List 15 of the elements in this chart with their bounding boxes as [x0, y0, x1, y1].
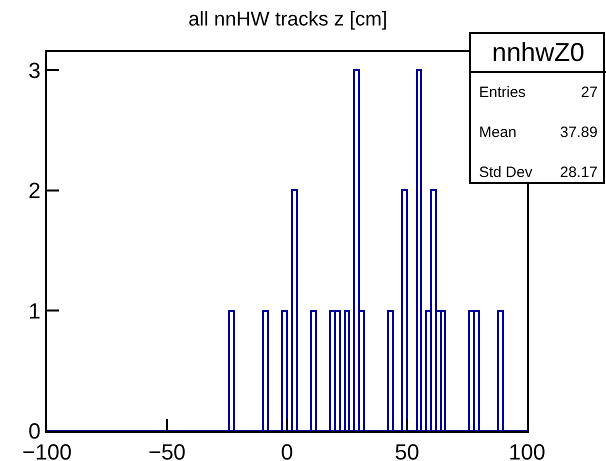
- y-tick-label: 2: [28, 178, 41, 204]
- annotation: nnhwZ0: [492, 37, 584, 67]
- text: 37.89: [560, 124, 598, 141]
- x-tick-label: 100: [508, 439, 546, 461]
- y-tick-label: 3: [28, 58, 41, 83]
- annotation: Std Dev: [479, 164, 533, 181]
- x-tick-label: 50: [394, 439, 420, 461]
- chart-title: all nnHW tracks z [cm]: [188, 8, 388, 30]
- text: 28.17: [560, 164, 598, 181]
- text: 27: [581, 84, 598, 101]
- x-tick-label: 0: [280, 439, 294, 461]
- annotation: Entries: [479, 84, 526, 101]
- y-tick-label: 1: [28, 298, 41, 324]
- annotation: Mean: [479, 124, 517, 141]
- x-tick-label: −50: [148, 439, 186, 461]
